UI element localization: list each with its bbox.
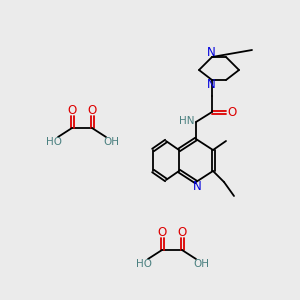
Text: OH: OH [193,259,209,269]
Text: O: O [87,103,97,116]
Text: HN: HN [179,116,195,126]
Text: N: N [207,46,215,59]
Text: O: O [158,226,166,238]
Text: OH: OH [103,137,119,147]
Text: O: O [177,226,187,238]
Text: N: N [207,79,215,92]
Text: N: N [193,181,201,194]
Text: O: O [68,103,76,116]
Text: O: O [227,106,237,118]
Text: HO: HO [136,259,152,269]
Text: HO: HO [46,137,62,147]
